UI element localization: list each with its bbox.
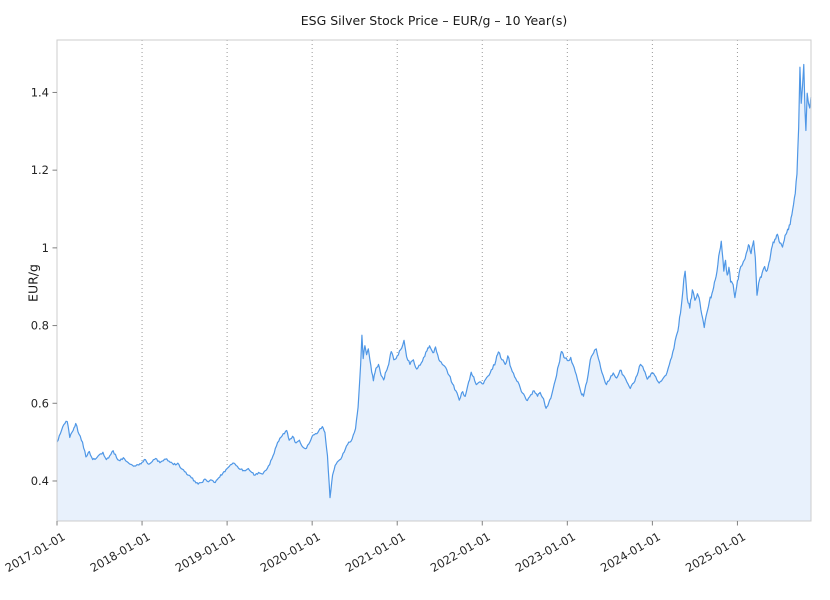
y-tick-label: 1.4 — [31, 85, 49, 99]
y-tick-label: 0.8 — [31, 319, 49, 333]
y-tick-label: 0.6 — [31, 396, 49, 410]
y-tick-label: 0.4 — [31, 474, 49, 488]
x-tick-label: 2020-01-01 — [258, 529, 323, 575]
price-line — [56, 63, 812, 499]
x-tick-label: 2025-01-01 — [683, 529, 748, 575]
x-tick-label: 2017-01-01 — [3, 529, 68, 575]
x-tick-label: 2024-01-01 — [598, 529, 663, 575]
y-tick-label: 1.2 — [31, 163, 49, 177]
x-tick-label: 2022-01-01 — [428, 529, 493, 575]
x-tick-label: 2019-01-01 — [173, 529, 238, 575]
x-tick-label: 2018-01-01 — [88, 529, 153, 575]
chart-title: ESG Silver Stock Price – EUR/g – 10 Year… — [300, 13, 568, 28]
x-tick-label: 2021-01-01 — [343, 529, 408, 575]
x-tick-label: 2023-01-01 — [513, 529, 578, 575]
axis-frame — [56, 39, 812, 522]
area-fill — [57, 64, 811, 521]
y-tick-label: 1 — [42, 241, 49, 255]
